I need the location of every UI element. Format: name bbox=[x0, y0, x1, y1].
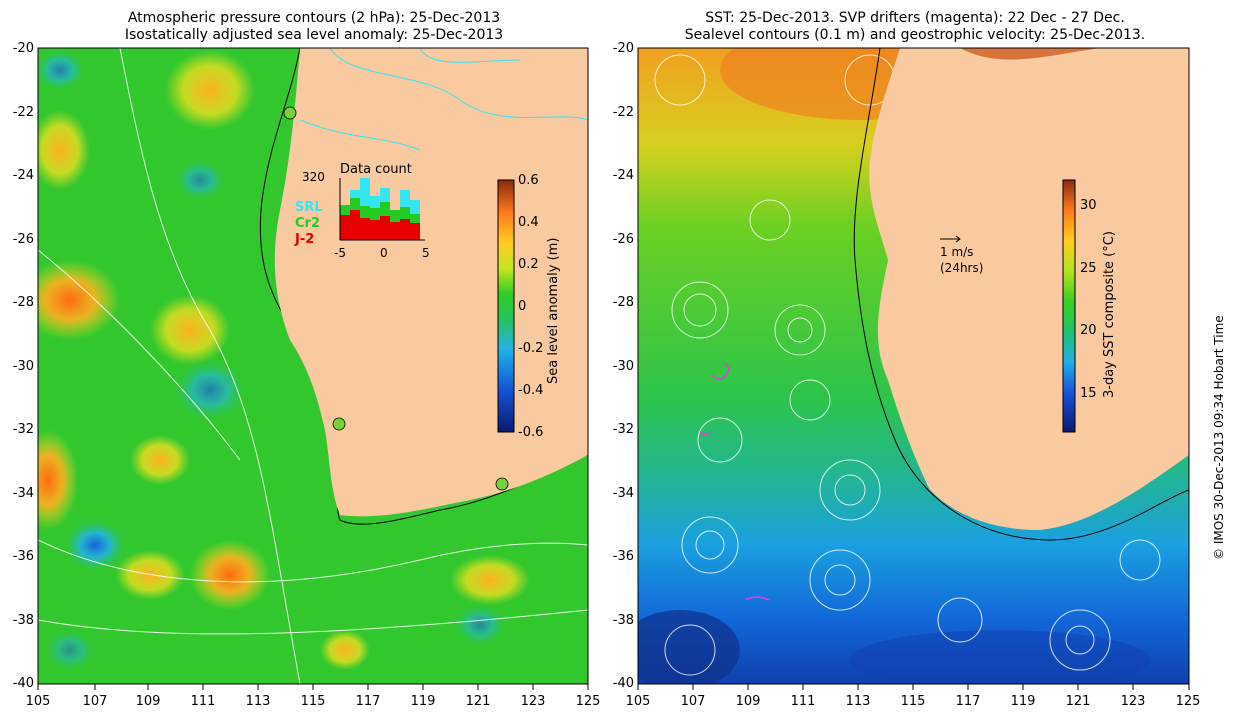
right-lat-label: -34 bbox=[612, 486, 634, 501]
right-lon-label: 121 bbox=[1065, 694, 1091, 709]
velocity-scale-duration: (24hrs) bbox=[940, 261, 984, 275]
right-title-line1: SST: 25-Dec-2013. SVP drifters (magenta)… bbox=[705, 10, 1125, 26]
right-lon-label: 119 bbox=[1010, 694, 1036, 709]
sst-colorbar-tick: 15 bbox=[1080, 386, 1097, 401]
right-lon-label: 109 bbox=[735, 694, 761, 709]
left-title-line1: Atmospheric pressure contours (2 hPa): 2… bbox=[127, 10, 501, 26]
inset-legend-j2: J-2 bbox=[295, 232, 315, 247]
right-lon-label: 113 bbox=[845, 694, 871, 709]
left-lat-label: -22 bbox=[12, 105, 34, 120]
imos-credit: © IMOS 30-Dec-2013 09:34 Hobart Time bbox=[1212, 315, 1226, 560]
sla-colorbar-tick: -0.2 bbox=[518, 341, 544, 356]
right-lat-label: -38 bbox=[612, 613, 634, 628]
right-lat-label: -28 bbox=[612, 295, 634, 310]
right-lon-label: 107 bbox=[680, 694, 706, 709]
sla-colorbar bbox=[497, 179, 515, 433]
velocity-scale-arrow bbox=[940, 235, 961, 243]
sla-colorbar-tick: -0.6 bbox=[518, 425, 544, 440]
left-lat-label: -30 bbox=[12, 359, 34, 374]
right-map bbox=[638, 48, 1189, 684]
sst-colorbar-tick: 20 bbox=[1080, 323, 1097, 338]
left-lat-label: -32 bbox=[12, 422, 34, 437]
left-lat-label: -36 bbox=[12, 549, 34, 564]
right-lon-label: 125 bbox=[1175, 694, 1201, 709]
left-lat-label: -20 bbox=[12, 41, 34, 56]
left-lon-label: 125 bbox=[575, 694, 601, 709]
sla-colorbar-tick: 0 bbox=[518, 299, 527, 314]
right-lon-label: 115 bbox=[900, 694, 926, 709]
left-lat-label: -26 bbox=[12, 232, 34, 247]
right-map-title: SST: 25-Dec-2013. SVP drifters (magenta)… bbox=[640, 10, 1190, 44]
left-lon-label: 119 bbox=[410, 694, 436, 709]
inset-x-tick: -5 bbox=[334, 246, 346, 260]
inset-x-tick: 5 bbox=[422, 246, 430, 260]
left-lon-label: 109 bbox=[135, 694, 161, 709]
right-lon-label: 111 bbox=[790, 694, 816, 709]
sla-colorbar-tick: 0.2 bbox=[518, 257, 539, 272]
right-lat-label: -32 bbox=[612, 422, 634, 437]
left-lon-label: 117 bbox=[355, 694, 381, 709]
right-title-line2: Sealevel contours (0.1 m) and geostrophi… bbox=[684, 27, 1146, 43]
sst-colorbar-label: 3-day SST composite (°C) bbox=[1102, 231, 1117, 398]
left-lat-label: -38 bbox=[12, 613, 34, 628]
right-lat-label: -30 bbox=[612, 359, 634, 374]
sst-colorbar-tick: 30 bbox=[1080, 198, 1097, 213]
right-lon-label: 117 bbox=[955, 694, 981, 709]
sla-colorbar-tick: 0.6 bbox=[518, 173, 539, 188]
left-lat-label: -28 bbox=[12, 295, 34, 310]
left-lat-label: -24 bbox=[12, 168, 34, 183]
left-lon-label: 123 bbox=[520, 694, 546, 709]
left-lon-label: 111 bbox=[190, 694, 216, 709]
left-map-title: Atmospheric pressure contours (2 hPa): 2… bbox=[40, 10, 588, 44]
left-lon-label: 105 bbox=[25, 694, 51, 709]
right-land bbox=[869, 48, 1189, 530]
inset-max-count: 320 bbox=[302, 170, 325, 184]
sla-colorbar-tick: -0.4 bbox=[518, 383, 544, 398]
inset-legend-srl: SRL bbox=[295, 200, 323, 215]
left-lon-label: 113 bbox=[245, 694, 271, 709]
sla-colorbar-label: Sea level anomaly (m) bbox=[546, 237, 561, 384]
right-lat-label: -22 bbox=[612, 105, 634, 120]
sla-colorbar-tick: 0.4 bbox=[518, 215, 539, 230]
right-lon-label: 123 bbox=[1120, 694, 1146, 709]
axis-ticks bbox=[37, 684, 1190, 690]
inset-x-tick: 0 bbox=[380, 246, 388, 260]
right-lat-label: -36 bbox=[612, 549, 634, 564]
left-lat-label: -34 bbox=[12, 486, 34, 501]
right-lon-label: 105 bbox=[625, 694, 651, 709]
data-count-inset bbox=[339, 178, 425, 241]
sst-colorbar bbox=[1062, 179, 1076, 433]
right-lat-label: -40 bbox=[612, 676, 634, 691]
right-lat-label: -26 bbox=[612, 232, 634, 247]
left-lat-label: -40 bbox=[12, 676, 34, 691]
inset-title: Data count bbox=[340, 162, 412, 177]
sst-colorbar-tick: 25 bbox=[1080, 261, 1097, 276]
inset-legend-cr2: Cr2 bbox=[295, 216, 320, 231]
left-lon-label: 121 bbox=[465, 694, 491, 709]
left-lon-label: 115 bbox=[300, 694, 326, 709]
velocity-scale-value: 1 m/s bbox=[940, 245, 974, 259]
left-lon-label: 107 bbox=[82, 694, 108, 709]
right-lat-label: -24 bbox=[612, 168, 634, 183]
right-lat-label: -20 bbox=[612, 41, 634, 56]
left-title-line2: Isostatically adjusted sea level anomaly… bbox=[124, 27, 504, 43]
